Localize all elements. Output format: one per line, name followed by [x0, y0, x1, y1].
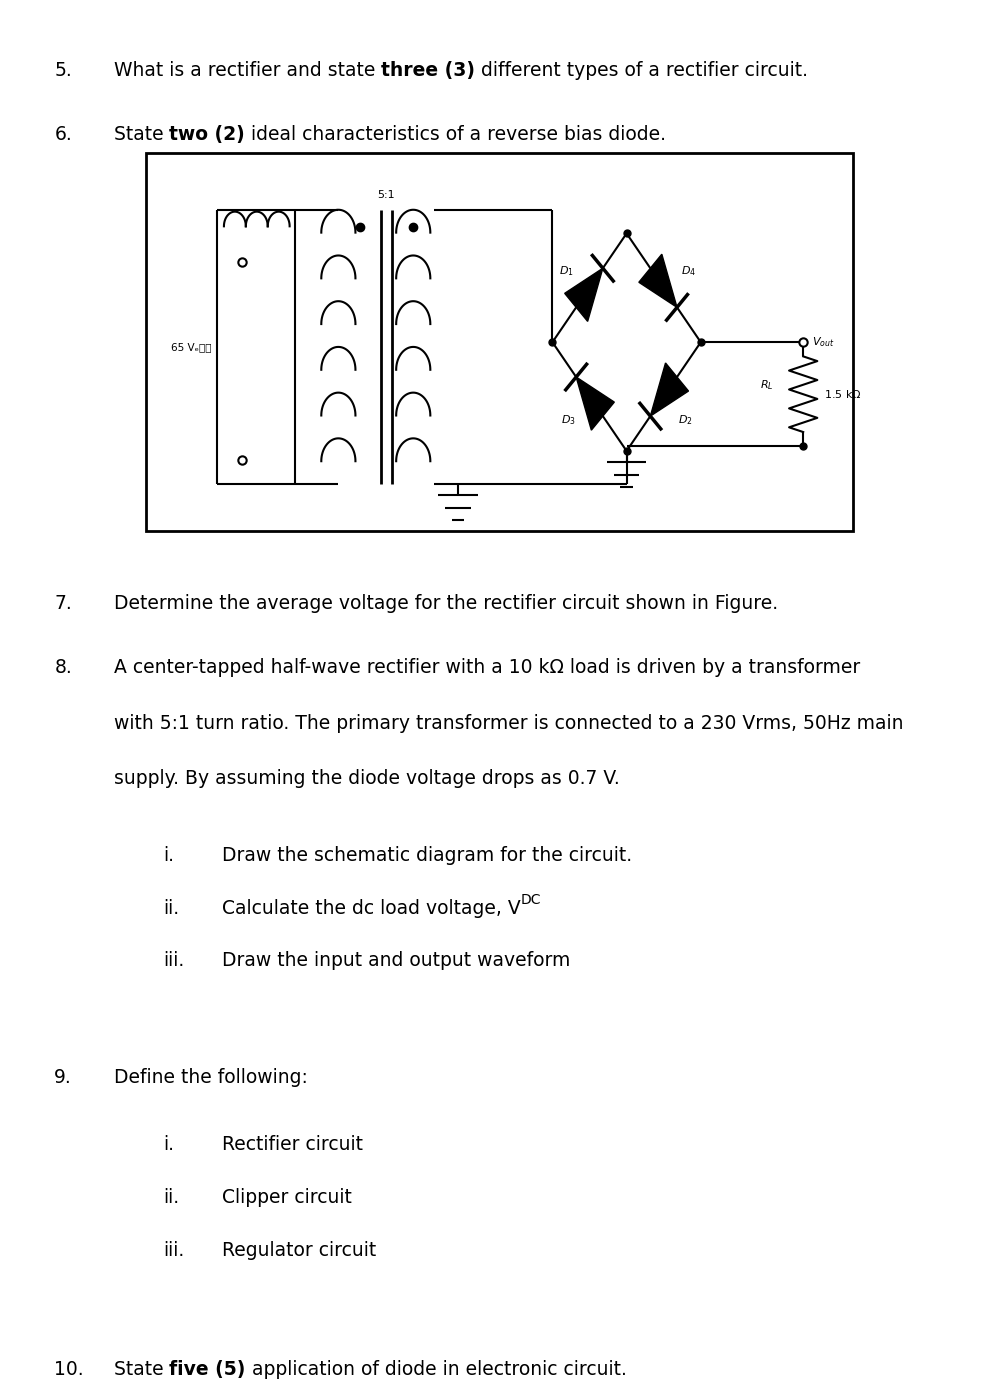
- Polygon shape: [639, 255, 677, 307]
- Text: Regulator circuit: Regulator circuit: [222, 1241, 376, 1260]
- Text: State: State: [114, 125, 169, 145]
- Text: i.: i.: [163, 846, 174, 865]
- Text: ii.: ii.: [163, 899, 179, 918]
- Text: $V_{out}$: $V_{out}$: [812, 335, 834, 349]
- Text: Calculate the dc load voltage, V: Calculate the dc load voltage, V: [222, 899, 521, 918]
- Text: ideal characteristics of a reverse bias diode.: ideal characteristics of a reverse bias …: [245, 125, 666, 145]
- Polygon shape: [650, 363, 689, 416]
- Text: iii.: iii.: [163, 951, 185, 971]
- Text: different types of a rectifier circuit.: different types of a rectifier circuit.: [475, 61, 808, 81]
- Text: supply. By assuming the diode voltage drops as 0.7 V.: supply. By assuming the diode voltage dr…: [114, 769, 619, 789]
- Text: DC: DC: [521, 893, 541, 907]
- Text: 10.: 10.: [54, 1360, 84, 1380]
- Text: with 5:1 turn ratio. The primary transformer is connected to a 230 Vrms, 50Hz ma: with 5:1 turn ratio. The primary transfo…: [114, 714, 903, 733]
- Text: Determine the average voltage for the rectifier circuit shown in Figure.: Determine the average voltage for the re…: [114, 594, 778, 613]
- Text: A center-tapped half-wave rectifier with a 10 kΩ load is driven by a transformer: A center-tapped half-wave rectifier with…: [114, 658, 860, 677]
- Text: $D_2$: $D_2$: [678, 413, 693, 427]
- Text: Draw the input and output waveform: Draw the input and output waveform: [222, 951, 571, 971]
- Text: two (2): two (2): [169, 125, 245, 145]
- Text: Draw the schematic diagram for the circuit.: Draw the schematic diagram for the circu…: [222, 846, 632, 865]
- Text: $D_3$: $D_3$: [561, 413, 576, 427]
- Text: What is a rectifier and state: What is a rectifier and state: [114, 61, 381, 81]
- Text: ii.: ii.: [163, 1188, 179, 1207]
- Text: $D_1$: $D_1$: [559, 264, 574, 278]
- Text: 5:1: 5:1: [377, 191, 395, 200]
- Text: $D_4$: $D_4$: [681, 264, 696, 278]
- Bar: [146, 153, 853, 531]
- Text: State: State: [114, 1360, 169, 1380]
- Text: 1.5 k$\Omega$: 1.5 k$\Omega$: [824, 388, 863, 401]
- Text: 65 Vₑⰿⰿ: 65 Vₑⰿⰿ: [171, 342, 211, 352]
- Polygon shape: [576, 377, 615, 430]
- Text: five (5): five (5): [169, 1360, 246, 1380]
- Text: Calculate the dc load voltage, V: Calculate the dc load voltage, V: [222, 899, 521, 918]
- Text: 6.: 6.: [54, 125, 72, 145]
- Text: $R_L$: $R_L$: [760, 378, 774, 392]
- Text: three (3): three (3): [381, 61, 475, 81]
- Text: 5.: 5.: [54, 61, 72, 81]
- Text: iii.: iii.: [163, 1241, 185, 1260]
- Text: application of diode in electronic circuit.: application of diode in electronic circu…: [246, 1360, 626, 1380]
- Text: 8.: 8.: [54, 658, 72, 677]
- Text: 9.: 9.: [54, 1068, 72, 1088]
- Text: i.: i.: [163, 1135, 174, 1155]
- Text: Define the following:: Define the following:: [114, 1068, 307, 1088]
- Polygon shape: [565, 268, 603, 321]
- Text: Rectifier circuit: Rectifier circuit: [222, 1135, 364, 1155]
- Text: 7.: 7.: [54, 594, 72, 613]
- Text: Clipper circuit: Clipper circuit: [222, 1188, 352, 1207]
